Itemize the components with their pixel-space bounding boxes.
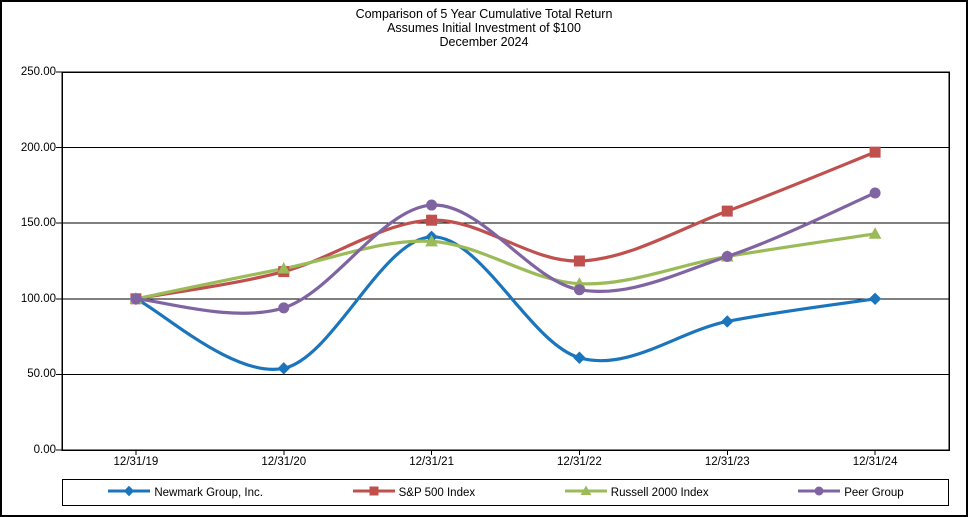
series-line: [134, 235, 877, 372]
data-point-marker: [868, 227, 882, 239]
y-axis-label: 200.00: [20, 141, 56, 154]
data-point-marker: [869, 146, 881, 158]
chart-subtitle: Assumes Initial Investment of $100: [387, 21, 581, 35]
legend-item: S&P 500 Index: [352, 485, 476, 500]
data-point-marker: [130, 293, 142, 305]
series-line: [134, 191, 877, 315]
data-point-marker: [278, 302, 290, 314]
y-axis-label: 50.00: [27, 368, 56, 381]
x-axis-label: 12/31/19: [113, 456, 159, 468]
data-point-marker: [814, 486, 824, 496]
chart-title-block: Comparison of 5 Year Cumulative Total Re…: [0, 7, 968, 49]
legend-label: Russell 2000 Index: [610, 486, 709, 499]
legend-swatch-svg: [352, 486, 395, 496]
legend-swatch-icon: [797, 485, 841, 500]
legend-label: Peer Group: [844, 486, 904, 499]
legend-swatch-icon: [352, 485, 396, 500]
legend-swatch-svg: [798, 486, 841, 496]
legend-label: S&P 500 Index: [398, 486, 476, 499]
x-axis-label: 12/31/21: [409, 456, 454, 468]
legend-swatch-icon: [564, 485, 608, 500]
data-point-marker: [869, 187, 881, 199]
chart-title: Comparison of 5 Year Cumulative Total Re…: [355, 7, 613, 21]
data-point-marker: [573, 284, 585, 296]
legend-swatch-svg: [108, 485, 151, 497]
x-axis-label: 12/31/20: [261, 456, 307, 468]
data-point-marker: [425, 234, 438, 247]
data-point-marker: [426, 199, 438, 211]
data-point-marker: [573, 255, 585, 267]
data-point-marker: [369, 486, 379, 496]
data-point-marker: [573, 351, 586, 364]
x-axis-label: 12/31/23: [704, 456, 750, 468]
plot-border: [61, 71, 950, 451]
legend-swatch-svg: [564, 485, 607, 495]
legend-item: Newmark Group, Inc.: [107, 485, 263, 500]
y-axis-label: 250.00: [20, 66, 56, 78]
data-point-marker: [124, 485, 135, 497]
series-line: [134, 150, 877, 301]
data-point-marker: [277, 262, 291, 274]
legend: Newmark Group, Inc. S&P 500 Index Russel…: [62, 479, 949, 506]
data-point-marker: [426, 214, 438, 226]
legend-item: Russell 2000 Index: [564, 485, 709, 500]
legend-label: Newmark Group, Inc.: [154, 486, 263, 499]
data-point-marker: [868, 292, 882, 306]
series-line: [134, 232, 877, 301]
legend-swatch-icon: [107, 485, 151, 500]
data-point-marker: [277, 362, 290, 375]
data-point-marker: [580, 485, 592, 495]
legend-item: Peer Group: [797, 485, 904, 500]
data-point-marker: [721, 250, 733, 262]
y-axis-label: 150.00: [20, 217, 56, 230]
y-axis-label: 0.00: [33, 444, 56, 456]
data-point-marker: [721, 205, 733, 217]
data-point-marker: [721, 315, 734, 328]
x-axis-label: 12/31/24: [852, 456, 898, 468]
chart-date-label: December 2024: [439, 35, 529, 49]
x-axis-label: 12/31/22: [557, 456, 602, 468]
y-axis-label: 100.00: [20, 292, 56, 305]
